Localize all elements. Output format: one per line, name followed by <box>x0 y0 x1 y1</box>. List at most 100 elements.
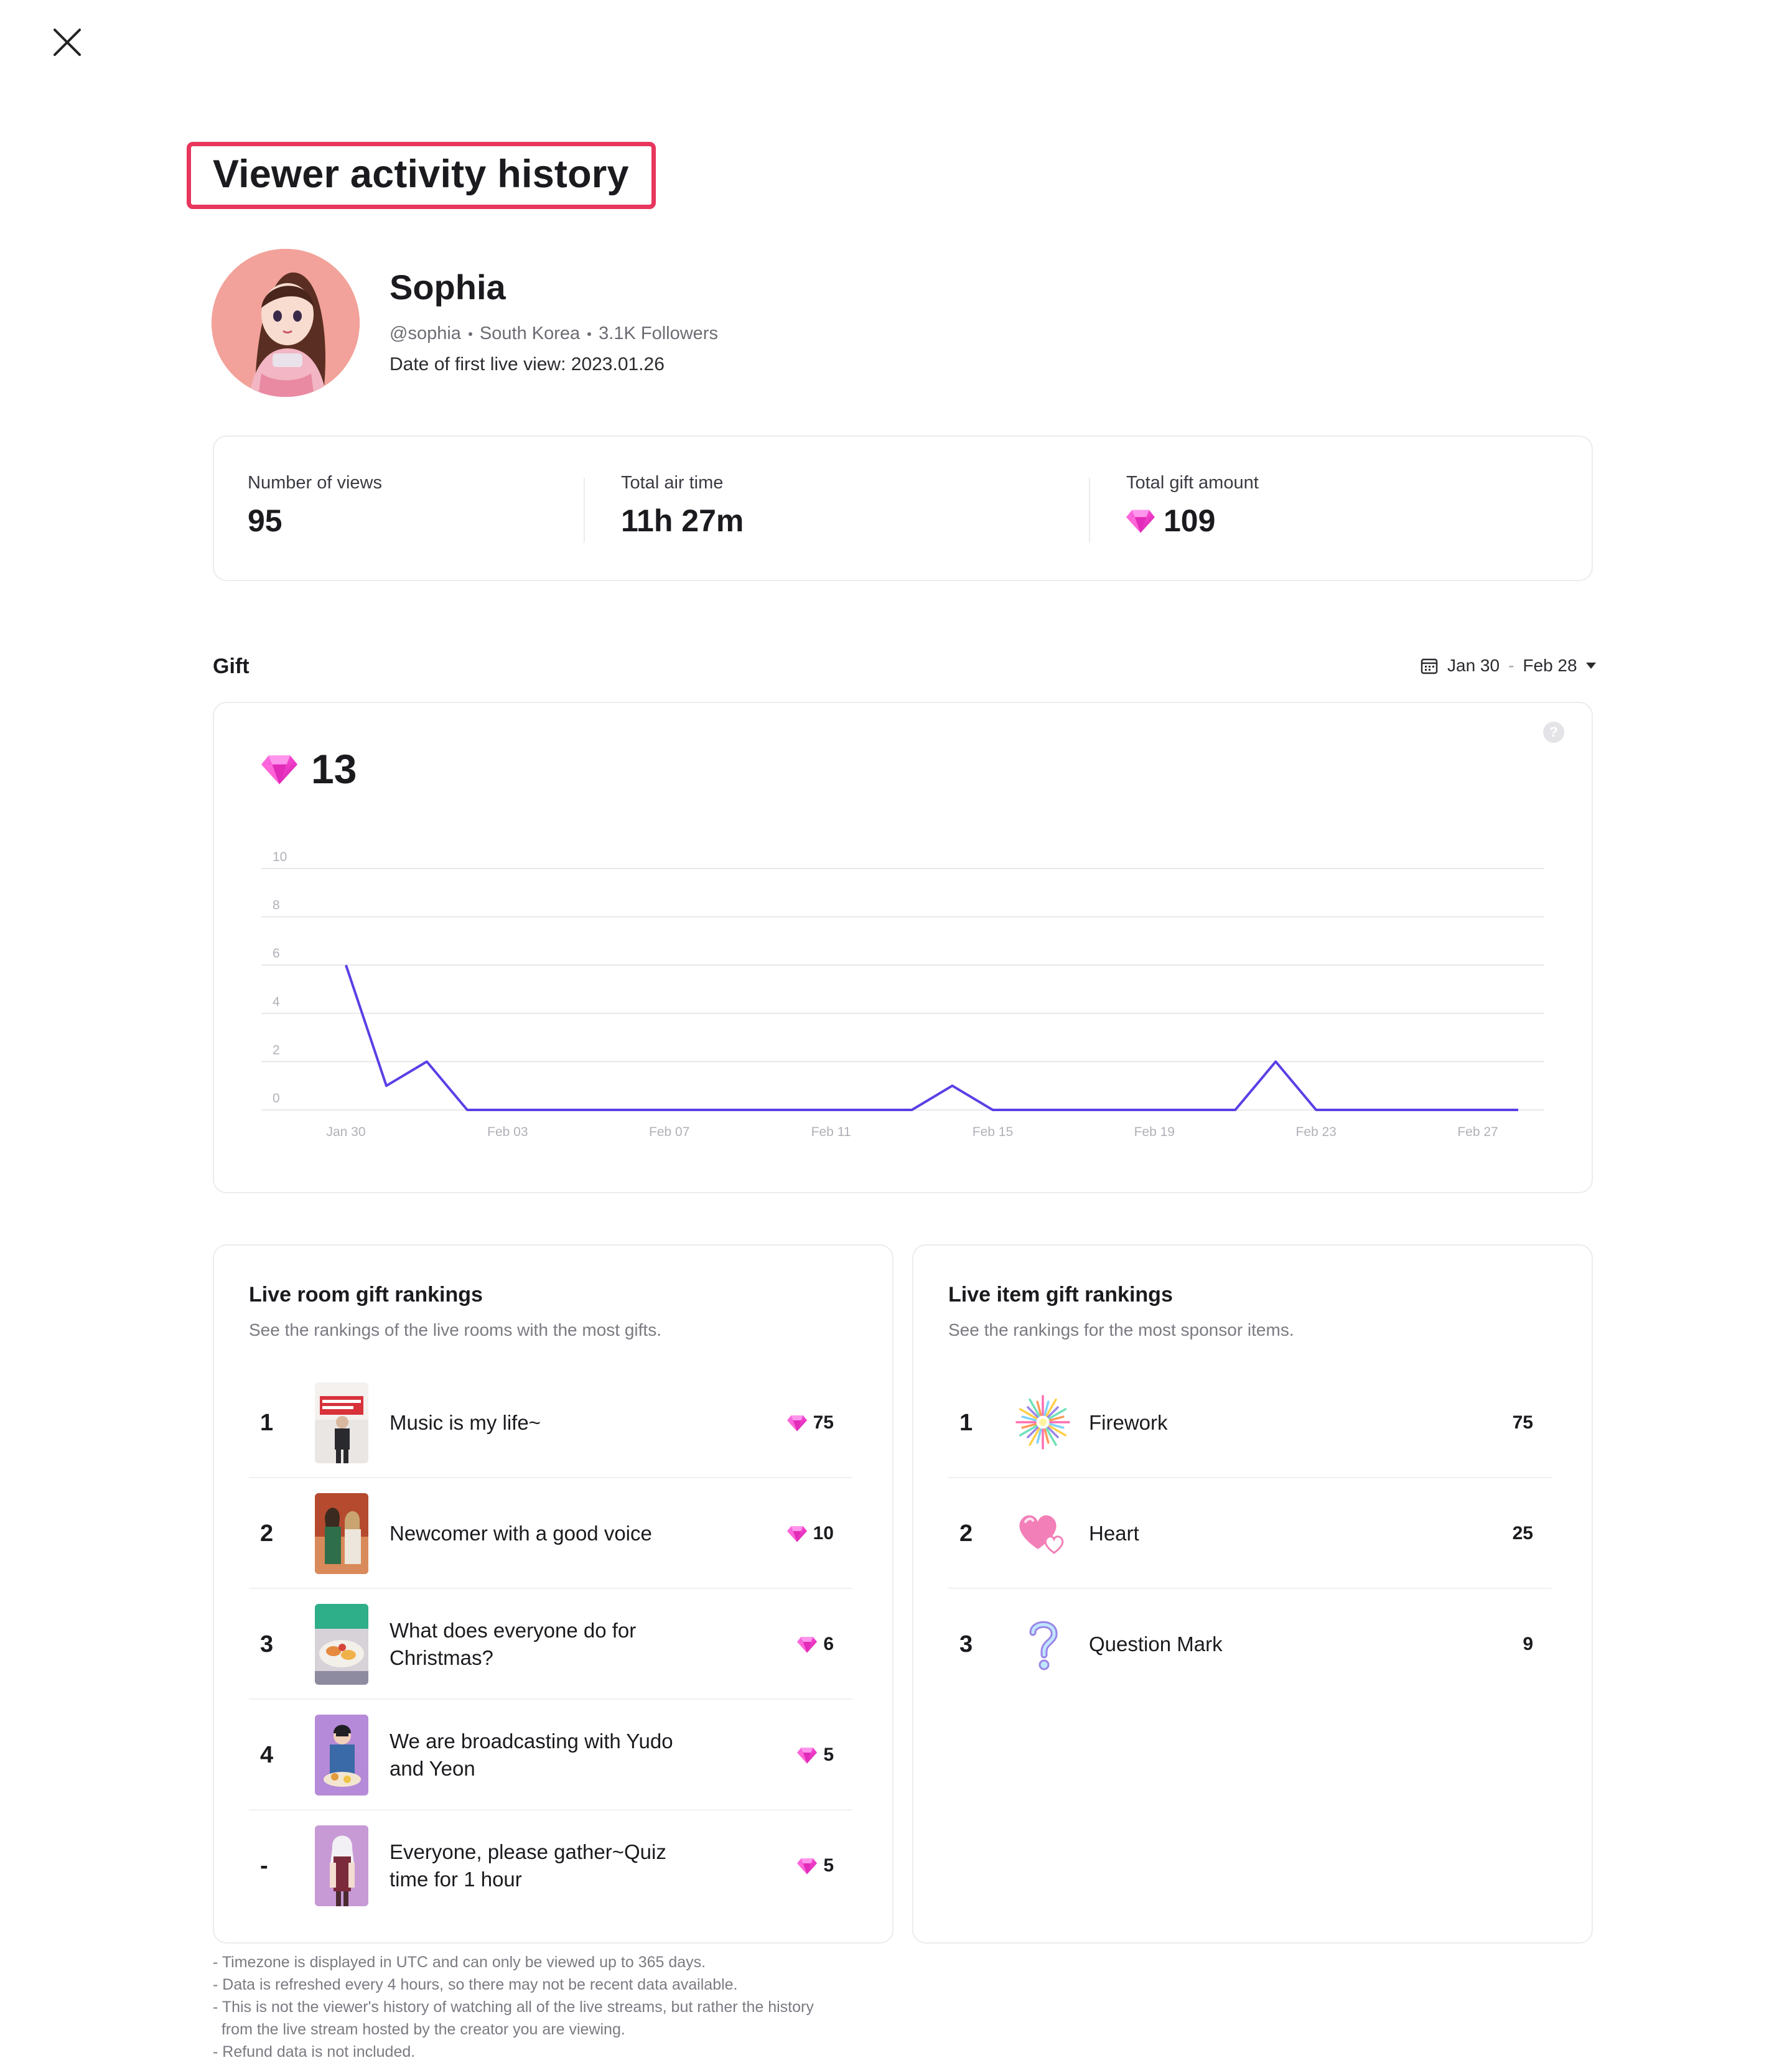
gift-count-value: 75 <box>813 1412 834 1433</box>
stat-views: Number of views 95 <box>248 472 382 540</box>
date-range-picker[interactable]: Jan 30 - Feb 28 <box>1420 654 1596 677</box>
live-room-name: Newcomer with a good voice <box>390 1522 652 1545</box>
page-title: Viewer activity history <box>213 152 629 196</box>
ranking-row[interactable]: 1 Music is my life~ 75 <box>249 1367 852 1478</box>
gift-count: 6 <box>797 1589 834 1700</box>
live-thumbnail <box>315 1604 368 1685</box>
profile-country: South Korea <box>479 324 581 343</box>
stat-label: Total gift amount <box>1126 473 1259 493</box>
live-room-name: What does everyone do for Christmas? <box>390 1619 637 1669</box>
firework-icon <box>1013 1392 1073 1452</box>
footnote: - This is not the viewer's history of wa… <box>213 1998 814 2016</box>
rankings-subtitle: See the rankings of the live rooms with … <box>249 1320 661 1339</box>
gift-count: 10 <box>787 1478 834 1589</box>
avatar <box>212 249 360 397</box>
y-tick-label: 2 <box>273 1043 280 1057</box>
stat-label: Number of views <box>248 473 382 493</box>
stat-airtime: Total air time 11h 27m <box>621 472 744 540</box>
item-name: Firework <box>1089 1411 1168 1434</box>
footnote: - Data is refreshed every 4 hours, so th… <box>213 1976 738 1993</box>
live-room-rankings-card: Live room gift rankings See the rankings… <box>213 1244 894 1944</box>
series-line <box>345 964 1518 1111</box>
divider <box>1089 478 1090 543</box>
divider <box>584 478 585 543</box>
ranking-row[interactable]: 3 Question Mark 9 <box>948 1589 1552 1700</box>
gift-count: 9 <box>1523 1634 1533 1654</box>
profile-name: Sophia <box>390 268 506 307</box>
rank-number: 1 <box>260 1409 274 1436</box>
date-to: Feb 28 <box>1523 656 1577 675</box>
rank-number: 4 <box>260 1741 274 1768</box>
live-thumbnail <box>315 1493 368 1574</box>
rank-number: 2 <box>260 1520 274 1547</box>
gift-count: 75 <box>787 1367 834 1478</box>
separator-dot <box>468 332 472 337</box>
item-gift-rankings-card: Live item gift rankings See the rankings… <box>912 1244 1593 1944</box>
close-button[interactable] <box>50 25 85 60</box>
close-icon <box>54 29 81 56</box>
stat-gift-amount: 109 <box>1164 503 1216 538</box>
gem-icon <box>787 1525 807 1542</box>
x-tick-label: Feb 15 <box>973 1125 1013 1139</box>
rankings-title: Live item gift rankings <box>948 1283 1173 1306</box>
rank-number: 1 <box>959 1409 973 1436</box>
gift-count: 5 <box>797 1700 834 1810</box>
gift-count: 5 <box>797 1810 834 1921</box>
gem-icon <box>787 1414 807 1432</box>
stat-value: 11h 27m <box>621 503 744 538</box>
gift-total-value: 13 <box>311 746 357 792</box>
stat-value: 95 <box>248 503 282 538</box>
gift-section-title: Gift <box>213 654 250 678</box>
gem-icon <box>797 1746 817 1764</box>
rank-number: 2 <box>959 1520 973 1547</box>
y-tick-label: 4 <box>273 995 280 1009</box>
y-tick-label: 8 <box>273 898 280 913</box>
heart-icon <box>1013 1503 1073 1563</box>
help-icon[interactable]: ? <box>1543 722 1564 743</box>
ranking-row[interactable]: - Everyone, please gather~Quiz time for … <box>249 1810 852 1921</box>
gift-count-value: 5 <box>823 1744 834 1765</box>
gem-icon <box>797 1857 817 1875</box>
x-tick-label: Feb 19 <box>1134 1125 1175 1139</box>
first-view-date: Date of first live view: 2023.01.26 <box>390 354 665 375</box>
footnote: - Refund data is not included. <box>213 2043 416 2061</box>
gift-count: 75 <box>1512 1412 1533 1433</box>
ranking-row[interactable]: 1 Firework 75 <box>948 1367 1552 1478</box>
live-thumbnail <box>315 1825 368 1906</box>
y-tick-label: 6 <box>273 946 280 961</box>
chevron-down-icon <box>1585 663 1596 669</box>
live-thumbnail <box>315 1382 368 1463</box>
y-tick-label: 0 <box>273 1091 280 1106</box>
rankings-subtitle: See the rankings for the most sponsor it… <box>948 1320 1294 1339</box>
footnote: - Timezone is displayed in UTC and can o… <box>213 1954 706 1971</box>
ranking-row[interactable]: 3 What does everyone do for Christmas? 6 <box>249 1589 852 1700</box>
live-room-name: Music is my life~ <box>390 1411 541 1434</box>
title-highlight-box <box>187 142 656 209</box>
x-tick-label: Feb 23 <box>1295 1125 1336 1139</box>
x-tick-label: Jan 30 <box>326 1125 365 1139</box>
x-tick-label: Feb 27 <box>1457 1125 1498 1139</box>
rankings-title: Live room gift rankings <box>249 1283 483 1306</box>
footnotes: - Timezone is displayed in UTC and can o… <box>213 1951 959 2063</box>
calendar-icon <box>1421 658 1438 674</box>
rank-number: 3 <box>260 1631 274 1657</box>
live-thumbnail <box>315 1715 368 1796</box>
question-mark-icon <box>1013 1614 1073 1674</box>
footnote: from the live stream hosted by the creat… <box>213 2021 625 2038</box>
gift-chart-card <box>213 702 1593 1193</box>
gift-total: 13 <box>261 744 357 794</box>
live-room-name: Everyone, please gather~Quiz time for 1 … <box>390 1840 666 1891</box>
live-room-name: We are broadcasting with Yudo and Yeon <box>390 1730 673 1780</box>
ranking-row[interactable]: 2 Newcomer with a good voice 10 <box>249 1478 852 1589</box>
item-name: Heart <box>1089 1522 1139 1545</box>
rank-number: 3 <box>959 1631 973 1657</box>
stats-card: Number of views 95 Total air time 11h 27… <box>213 435 1593 581</box>
date-separator: - <box>1508 656 1514 675</box>
ranking-row[interactable]: 2 Heart 25 <box>948 1478 1552 1589</box>
separator-dot <box>587 332 592 337</box>
profile-followers: 3.1K Followers <box>599 324 718 343</box>
gift-count: 25 <box>1512 1523 1533 1544</box>
gift-count-value: 6 <box>823 1634 834 1654</box>
item-name: Question Mark <box>1089 1633 1223 1656</box>
ranking-row[interactable]: 4 We are broadcasting with Yudo and Yeon… <box>249 1700 852 1810</box>
